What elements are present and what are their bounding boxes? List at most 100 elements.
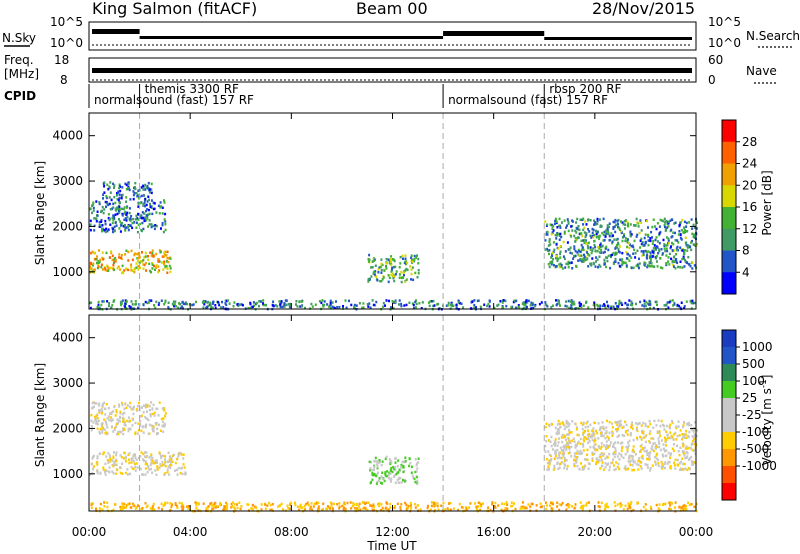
data-cell [398,299,401,302]
data-cell [592,247,595,250]
data-cell [146,184,149,188]
data-cell [174,461,177,465]
data-cell [682,450,685,454]
data-cell [98,202,101,206]
data-cell [567,424,570,428]
colorbar-tick-label: 500 [742,357,765,371]
data-cell [419,508,422,511]
data-cell [446,507,449,510]
data-cell [310,502,313,505]
data-cell [382,276,385,279]
data-cell [558,503,561,506]
data-cell [678,230,681,233]
data-cell [672,443,675,446]
data-cell [310,302,313,306]
data-cell [606,227,609,230]
data-cell [573,247,576,251]
data-cell [676,245,679,249]
data-cell [390,270,393,273]
data-cell [132,467,135,470]
data-cell [618,228,621,231]
data-cell [116,212,119,216]
data-cell [664,461,667,464]
data-cell [677,449,680,453]
data-cell [477,299,480,302]
data-cell [561,460,564,464]
data-cell [128,224,131,227]
data-cell [95,420,98,423]
data-cell [108,454,111,457]
data-cell [593,219,596,222]
data-cell [205,306,208,310]
data-cell [568,446,570,449]
data-cell [124,267,127,271]
data-cell [134,462,137,466]
data-cell [560,235,563,239]
data-cell [367,278,370,281]
data-cell [260,508,263,511]
data-cell [677,420,680,423]
data-cell [384,474,387,478]
data-cell [92,467,94,471]
data-cell [388,471,391,474]
data-cell [89,271,92,274]
cpid-segment-label-3: rbsp 200 RF [549,82,621,96]
data-cell [631,468,634,472]
data-cell [556,254,558,258]
data-cell [434,504,437,507]
data-cell [378,477,381,480]
data-cell [234,509,237,512]
data-cell [593,243,596,247]
data-cell [577,225,580,228]
data-cell [671,235,674,238]
data-cell [163,422,166,426]
data-cell [163,303,166,306]
data-cell [570,225,573,228]
data-cell [376,465,379,468]
data-cell [669,219,672,222]
data-cell [460,506,463,509]
data-cell [161,420,164,424]
data-cell [385,501,388,505]
data-cell [560,436,563,439]
station-title: King Salmon (fitACF) [92,0,257,18]
data-cell [641,429,644,433]
data-cell [168,458,171,461]
data-cell [161,223,164,227]
data-cell [562,255,565,258]
data-cell [651,242,654,245]
data-cell [179,303,182,306]
data-cell [578,228,581,232]
data-cell [555,220,558,223]
data-cell [666,436,669,440]
colorbar-tick-label: 1000 [742,340,773,354]
data-cell [141,211,144,214]
data-cell [95,414,98,418]
data-cell [115,425,118,429]
data-cell [98,220,101,224]
data-cell [608,225,610,229]
data-cell [137,257,139,260]
data-cell [685,300,688,303]
data-cell [150,191,153,195]
data-cell [137,504,139,507]
data-cell [615,223,618,227]
data-cell [210,305,213,309]
data-cell [375,275,378,279]
data-cell [106,426,109,429]
data-cell [579,250,582,254]
data-cell [230,506,233,509]
data-cell [102,466,105,469]
data-cell [566,464,569,468]
data-cell [627,225,630,228]
data-cell [629,303,632,306]
data-cell [159,463,162,466]
data-cell [373,465,376,469]
data-cell [601,461,604,464]
colorbar-tick-label: 8 [742,244,750,258]
data-cell [168,473,171,476]
data-cell [164,228,167,232]
data-cell [577,440,580,444]
data-cell [621,433,624,437]
